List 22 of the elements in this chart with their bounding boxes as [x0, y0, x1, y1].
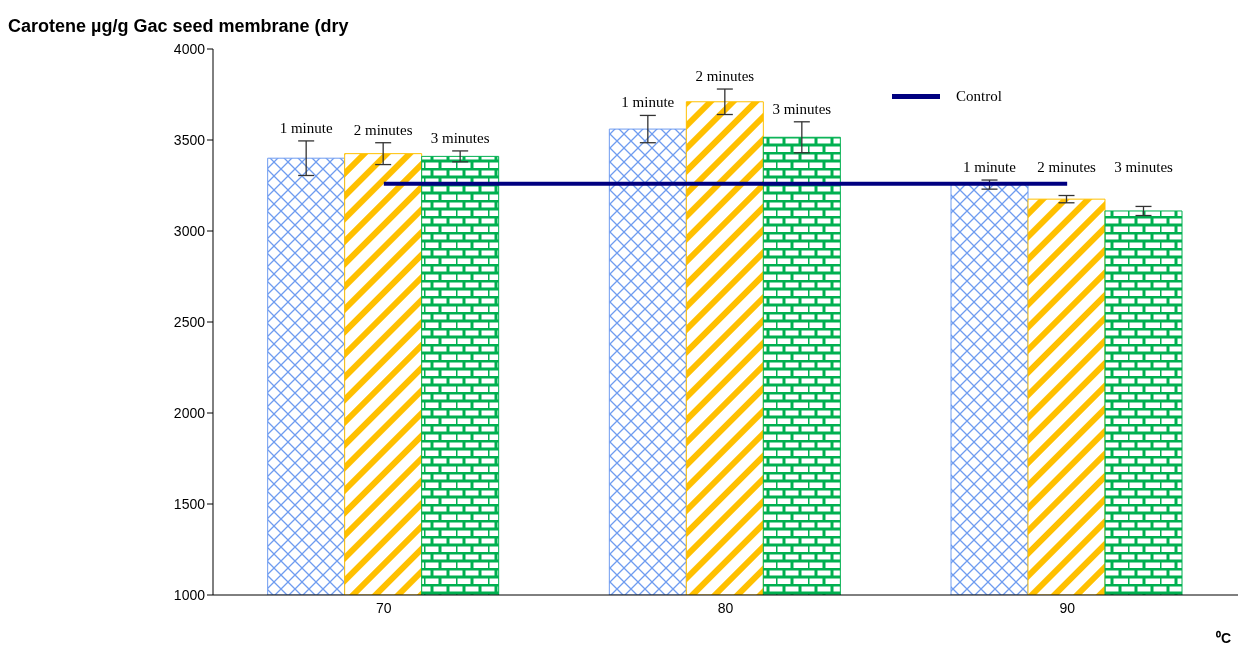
y-tick-label: 1500 — [173, 495, 206, 512]
series-label: 2 minutes — [353, 121, 413, 138]
series-label: 1 minute — [963, 159, 1017, 176]
chart-title: Carotene µg/g Gac seed membrane (dry — [8, 16, 349, 37]
text: 1 minute — [621, 94, 675, 111]
x-tick-label: 90 — [1059, 599, 1076, 616]
series-label: 3 minutes — [430, 129, 490, 146]
text: 3 minutes — [772, 100, 832, 117]
x-tick-label: 80 — [717, 599, 734, 616]
text: 3 minutes — [1114, 158, 1173, 175]
y-tick-label: 2000 — [173, 404, 206, 421]
text: 2 minutes — [695, 68, 755, 85]
y-tick-label: 1000 — [173, 586, 206, 603]
text: 1 minute — [279, 119, 333, 136]
x-tick-label: 70 — [376, 599, 392, 616]
x-axis-title: ⁰C — [1216, 629, 1232, 646]
y-tick-label: 3500 — [173, 131, 206, 148]
y-tick-label: 2500 — [173, 313, 206, 330]
y-tick-label: 4000 — [173, 40, 206, 57]
legend-label: Control — [956, 88, 1002, 105]
y-tick-label: 3000 — [173, 222, 206, 239]
text: 2 minutes — [1037, 158, 1096, 175]
